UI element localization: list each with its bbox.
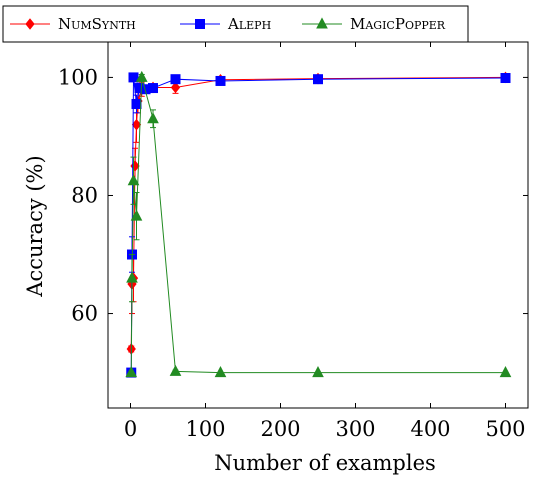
x-tick-label: 100: [185, 417, 225, 441]
magicpopper-point: [169, 364, 182, 376]
x-tick-label: 0: [124, 417, 137, 441]
aleph-point: [131, 98, 142, 109]
legend: NumSynth Aleph MagicPopper: [2, 5, 469, 43]
legend-marker-magicpopper: [316, 17, 328, 29]
series-magicpopper: [125, 70, 512, 378]
x-tick-label: 500: [485, 417, 525, 441]
series-aleph: [126, 72, 511, 378]
aleph-point: [148, 83, 158, 94]
y-axis-ticks: 60 80 100: [58, 65, 528, 326]
x-axis-title: Number of examples: [214, 451, 436, 475]
x-axis-ticks: 0 100 200 300 400 500: [124, 42, 526, 441]
y-tick-label: 60: [71, 302, 98, 326]
y-tick-label: 80: [71, 183, 98, 207]
aleph-point: [128, 72, 139, 83]
legend-label-aleph: Aleph: [227, 15, 271, 33]
magicpopper-point: [312, 366, 324, 378]
aleph-point: [500, 73, 511, 84]
legend-label-numsynth: NumSynth: [58, 15, 136, 33]
magicpopper-line: [130, 77, 506, 374]
magicpopper-point: [126, 271, 138, 283]
plot-frame: [107, 41, 529, 409]
numsynth-line: [130, 76, 506, 349]
magicpopper-point: [135, 70, 148, 82]
y-axis-title: Accuracy (%): [23, 155, 47, 297]
aleph-point: [215, 75, 226, 86]
x-tick-label: 400: [410, 417, 450, 441]
legend-marker-aleph: [195, 19, 205, 29]
aleph-point: [313, 74, 323, 85]
x-tick-label: 300: [335, 417, 375, 441]
legend-box: [2, 5, 469, 43]
legend-label-magicpopper: MagicPopper: [350, 15, 446, 33]
magicpopper-point: [214, 366, 227, 378]
magicpopper-point: [147, 112, 159, 124]
numsynth-point: [131, 118, 142, 131]
magicpopper-point: [499, 366, 512, 378]
magicpopper-point: [125, 366, 138, 378]
legend-marker-numsynth: [25, 18, 35, 30]
x-tick-label: 200: [260, 417, 300, 441]
aleph-line: [130, 77, 506, 373]
y-tick-label: 100: [58, 65, 98, 89]
series-layer: [125, 70, 512, 378]
magicpopper-point: [127, 174, 140, 186]
series-numsynth: [126, 71, 511, 355]
magicpopper-point: [130, 209, 143, 221]
numsynth-point: [170, 81, 181, 94]
aleph-point: [170, 74, 181, 85]
